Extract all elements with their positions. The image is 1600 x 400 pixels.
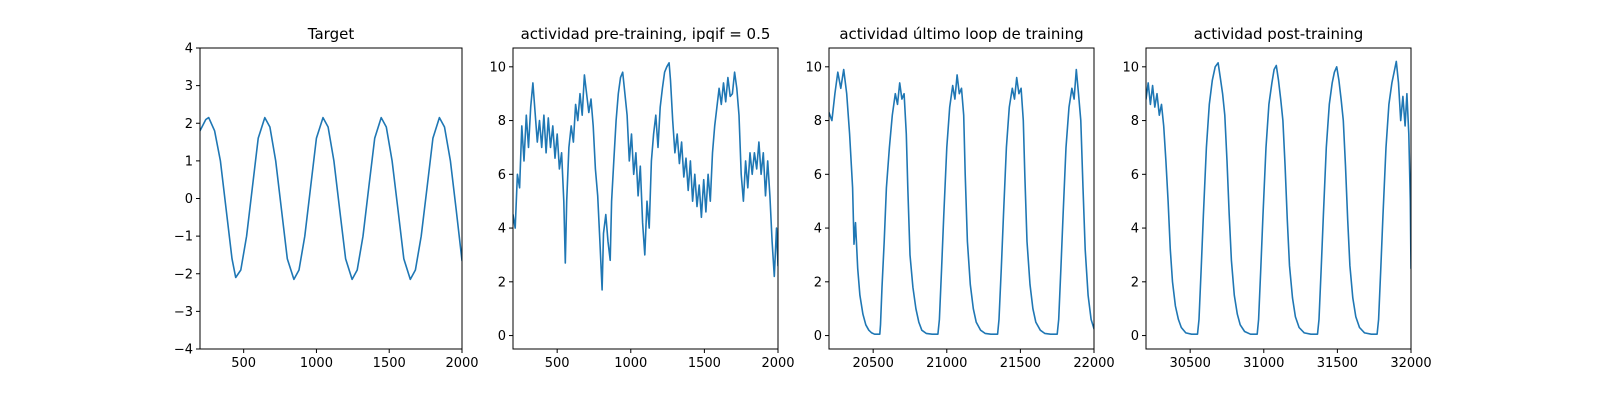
y-tick-label: 2 (814, 275, 822, 290)
axes-frame (199, 47, 463, 350)
y-tick-label: 6 (814, 168, 822, 183)
y-tick-label: 6 (1131, 168, 1139, 183)
y-tick-label: −2 (174, 267, 193, 282)
series-line (200, 116, 462, 281)
y-tick-label: 8 (814, 114, 822, 129)
panel-title: Target (307, 25, 355, 43)
x-tick-label: 1500 (688, 356, 721, 371)
x-tick-label: 21500 (1000, 356, 1041, 371)
panel-4: actividad post-training 30500 31000 31500 32… (1122, 25, 1431, 371)
series-line (829, 68, 1094, 335)
axes-frame (1145, 47, 1412, 350)
x-tick-label: 21000 (926, 356, 967, 371)
y-tick-label: 10 (1122, 60, 1139, 75)
y-tick-label: 3 (185, 79, 193, 94)
axes-frame (828, 47, 1095, 350)
y-tick-label: 6 (498, 168, 506, 183)
x-tick-label: 2000 (445, 356, 478, 371)
x-tick-label: 22000 (1073, 356, 1114, 371)
x-tick-label: 2000 (761, 356, 794, 371)
y-tick-label: 2 (185, 117, 193, 132)
y-tick-label: 1 (185, 154, 193, 169)
x-tick-label: 500 (231, 356, 256, 371)
x-tick-label: 31000 (1243, 356, 1284, 371)
y-tick-label: 8 (1131, 114, 1139, 129)
y-tick-label: 4 (498, 222, 506, 237)
panel-1: Target 500 1000 1500 2000 −4 −3 −2 −1 0 1 2 3 4 (174, 25, 479, 371)
x-tick-label: 500 (545, 356, 570, 371)
y-tick-label: 8 (498, 114, 506, 129)
y-tick-label: 0 (1131, 329, 1139, 344)
panel-2: actividad pre-training, ipqif = 0.5 500 10… (489, 25, 794, 371)
y-tick-label: 0 (814, 329, 822, 344)
x-tick-label: 1500 (373, 356, 406, 371)
y-tick-label: 4 (1131, 222, 1139, 237)
series-line (513, 62, 778, 291)
y-tick-label: −1 (174, 230, 193, 245)
x-tick-label: 20500 (852, 356, 893, 371)
y-tick-label: 0 (498, 329, 506, 344)
x-tick-label: 32000 (1390, 356, 1431, 371)
y-tick-label: −3 (174, 305, 193, 320)
y-tick-label: 10 (805, 60, 822, 75)
y-tick-label: 10 (489, 60, 506, 75)
series-line (1146, 60, 1411, 335)
y-tick-label: 2 (498, 275, 506, 290)
axes-frame (512, 47, 779, 350)
x-tick-label: 31500 (1317, 356, 1358, 371)
y-tick-label: −4 (174, 343, 193, 358)
y-tick-label: 4 (814, 222, 822, 237)
y-tick-label: 4 (185, 42, 193, 57)
x-tick-label: 30500 (1169, 356, 1210, 371)
y-tick-label: 2 (1131, 275, 1139, 290)
panel-title: actividad pre-training, ipqif = 0.5 (521, 25, 771, 43)
panel-title: actividad post-training (1194, 25, 1363, 43)
y-tick-label: 0 (185, 192, 193, 207)
panel-title: actividad último loop de training (839, 25, 1083, 43)
x-tick-label: 1000 (300, 356, 333, 371)
x-tick-label: 1000 (614, 356, 647, 371)
